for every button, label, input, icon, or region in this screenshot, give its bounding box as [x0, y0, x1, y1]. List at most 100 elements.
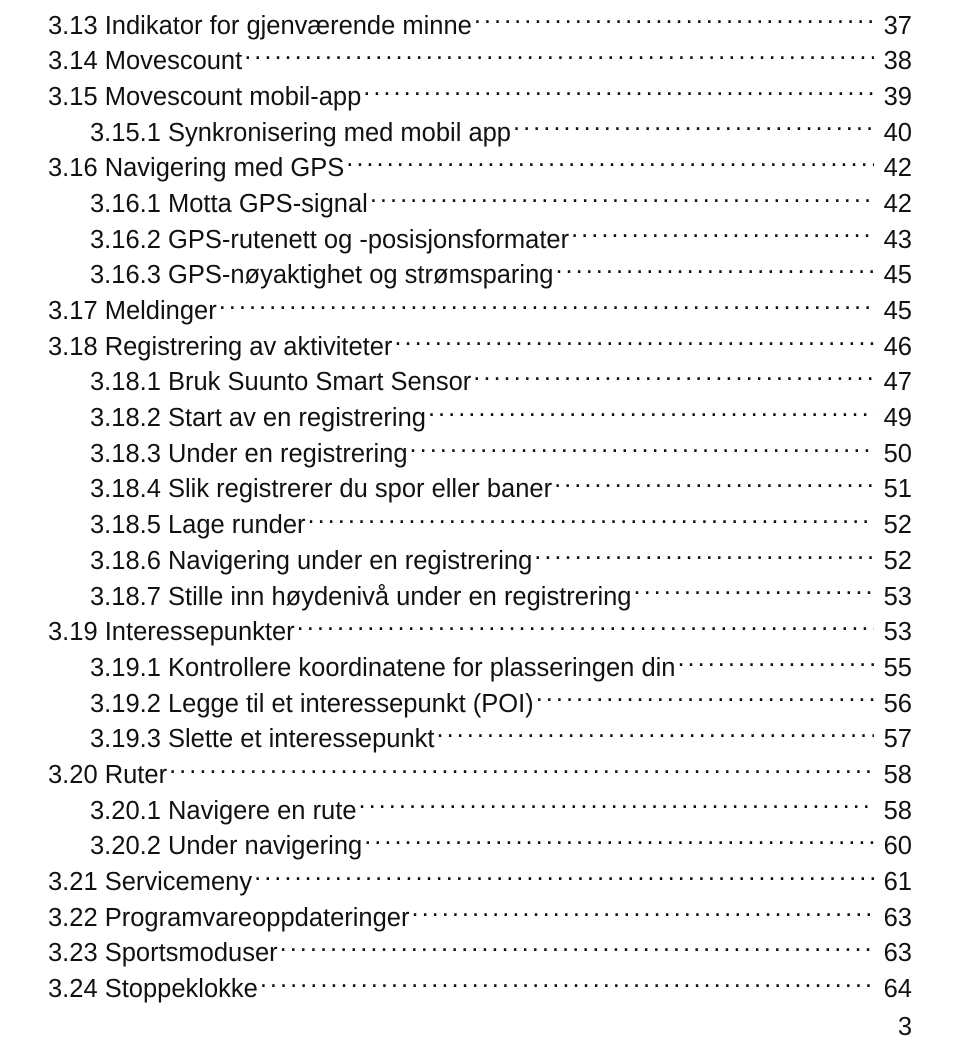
toc-entry-page: 63	[876, 901, 912, 936]
toc-entry-page: 40	[876, 116, 912, 151]
toc-entry-label: 3.18 Registrering av aktiviteter	[48, 330, 392, 365]
toc-entry-page: 45	[876, 294, 912, 329]
toc-entry: 3.17 Meldinger 45	[48, 294, 912, 330]
toc-leader-dots	[370, 186, 874, 212]
toc-entry-label: 3.18.4 Slik registrerer du spor eller ba…	[90, 472, 552, 507]
toc-leader-dots	[513, 115, 874, 141]
toc-entry: 3.19.3 Slette et interessepunkt57	[48, 722, 912, 758]
toc-entry-label: 3.16.1 Motta GPS-signal	[90, 187, 368, 222]
toc-leader-dots	[428, 401, 874, 427]
toc-entry-page: 58	[876, 794, 912, 829]
toc-entry-label: 3.18.6 Navigering under en registrering	[90, 544, 532, 579]
toc-entry: 3.23 Sportsmoduser 63	[48, 936, 912, 972]
toc-entry-page: 38	[876, 44, 912, 79]
toc-entry-label: 3.16.2 GPS-rutenett og -posisjonsformate…	[90, 223, 569, 258]
toc-leader-dots	[169, 757, 874, 783]
toc-entry-label: 3.24 Stoppeklokke	[48, 972, 258, 1007]
toc-entry-label: 3.13 Indikator for gjenværende minne	[48, 9, 472, 44]
toc-entry-label: 3.17 Meldinger	[48, 294, 217, 329]
toc-entry-label: 3.19.1 Kontrollere koordinatene for plas…	[90, 651, 675, 686]
toc-entry-page: 49	[876, 401, 912, 436]
toc-leader-dots	[571, 222, 874, 248]
toc-entry-page: 51	[876, 472, 912, 507]
toc-entry-label: 3.22 Programvareoppdateringer	[48, 901, 409, 936]
toc-entry-label: 3.23 Sportsmoduser	[48, 936, 278, 971]
toc-entry-label: 3.18.3 Under en registrering	[90, 437, 408, 472]
toc-entry-page: 53	[876, 580, 912, 615]
toc-entry: 3.21 Servicemeny 61	[48, 865, 912, 901]
toc-leader-dots	[410, 436, 874, 462]
toc-leader-dots	[394, 329, 873, 355]
toc-entry-label: 3.15 Movescount mobil-app	[48, 80, 361, 115]
toc-entry: 3.16.2 GPS-rutenett og -posisjonsformate…	[48, 222, 912, 258]
toc-entry: 3.18.2 Start av en registrering49	[48, 401, 912, 437]
toc-entry-page: 60	[876, 829, 912, 864]
toc-entry-page: 53	[876, 615, 912, 650]
toc-leader-dots	[359, 793, 874, 819]
toc-entry: 3.13 Indikator for gjenværende minne37	[48, 8, 912, 44]
toc-entry-page: 64	[876, 972, 912, 1007]
toc-entry: 3.14 Movescount 38	[48, 44, 912, 80]
toc-leader-dots	[474, 8, 874, 34]
toc-entry: 3.19.2 Legge til et interessepunkt (POI)…	[48, 686, 912, 722]
toc-entry-page: 61	[876, 865, 912, 900]
toc-entry-page: 58	[876, 758, 912, 793]
toc-entry: 3.19.1 Kontrollere koordinatene for plas…	[48, 650, 912, 686]
toc-entry-page: 39	[876, 80, 912, 115]
toc-entry: 3.20.1 Navigere en rute 58	[48, 793, 912, 829]
toc-entry-page: 42	[876, 151, 912, 186]
toc-leader-dots	[260, 972, 874, 998]
toc-entry: 3.18.4 Slik registrerer du spor eller ba…	[48, 472, 912, 508]
toc-entry-label: 3.18.5 Lage runder	[90, 508, 306, 543]
toc-entry-page: 45	[876, 258, 912, 293]
toc-entry-page: 46	[876, 330, 912, 365]
toc-entry: 3.16 Navigering med GPS42	[48, 151, 912, 187]
toc-entry: 3.20 Ruter 58	[48, 757, 912, 793]
toc-entry: 3.15 Movescount mobil-app 39	[48, 79, 912, 115]
toc-leader-dots	[634, 579, 874, 605]
toc-entry-label: 3.16.3 GPS-nøyaktighet og strømsparing	[90, 258, 553, 293]
toc-leader-dots	[244, 44, 873, 70]
toc-entry-label: 3.15.1 Synkronisering med mobil app	[90, 116, 511, 151]
toc-entry-page: 63	[876, 936, 912, 971]
toc-entry-label: 3.14 Movescount	[48, 44, 242, 79]
toc-leader-dots	[364, 829, 873, 855]
toc-entry: 3.16.1 Motta GPS-signal 42	[48, 186, 912, 222]
toc-entry-label: 3.18.1 Bruk Suunto Smart Sensor	[90, 365, 471, 400]
toc-entry: 3.22 Programvareoppdateringer 63	[48, 900, 912, 936]
toc-entry-page: 43	[876, 223, 912, 258]
page-number: 3	[898, 1013, 912, 1042]
toc-leader-dots	[473, 365, 873, 391]
toc-entry: 3.16.3 GPS-nøyaktighet og strømsparing 45	[48, 258, 912, 294]
toc-list: 3.13 Indikator for gjenværende minne373.…	[48, 8, 912, 1007]
toc-entry-page: 42	[876, 187, 912, 222]
toc-leader-dots	[346, 151, 873, 177]
toc-leader-dots	[436, 722, 873, 748]
toc-entry-page: 47	[876, 365, 912, 400]
toc-entry: 3.18.1 Bruk Suunto Smart Sensor 47	[48, 365, 912, 401]
toc-entry-page: 56	[876, 687, 912, 722]
toc-entry-page: 57	[876, 722, 912, 757]
toc-leader-dots	[677, 650, 873, 676]
toc-entry-page: 50	[876, 437, 912, 472]
toc-entry: 3.20.2 Under navigering 60	[48, 829, 912, 865]
toc-entry-label: 3.19 Interessepunkter	[48, 615, 295, 650]
toc-entry-label: 3.20.2 Under navigering	[90, 829, 362, 864]
toc-entry-label: 3.21 Servicemeny	[48, 865, 252, 900]
toc-entry: 3.15.1 Synkronisering med mobil app 40	[48, 115, 912, 151]
toc-leader-dots	[254, 865, 874, 891]
toc-entry: 3.18.6 Navigering under en registrering5…	[48, 543, 912, 579]
toc-leader-dots	[297, 615, 874, 641]
toc-entry-page: 52	[876, 508, 912, 543]
toc-entry: 3.19 Interessepunkter 53	[48, 615, 912, 651]
toc-leader-dots	[536, 686, 874, 712]
toc-entry: 3.18.3 Under en registrering 50	[48, 436, 912, 472]
toc-entry-label: 3.20.1 Navigere en rute	[90, 794, 357, 829]
toc-leader-dots	[555, 258, 873, 284]
toc-leader-dots	[411, 900, 873, 926]
toc-entry-label: 3.19.2 Legge til et interessepunkt (POI)	[90, 687, 534, 722]
toc-entry: 3.18.5 Lage runder 52	[48, 508, 912, 544]
toc-entry: 3.18.7 Stille inn høydenivå under en reg…	[48, 579, 912, 615]
toc-leader-dots	[363, 79, 873, 105]
toc-entry-label: 3.20 Ruter	[48, 758, 167, 793]
